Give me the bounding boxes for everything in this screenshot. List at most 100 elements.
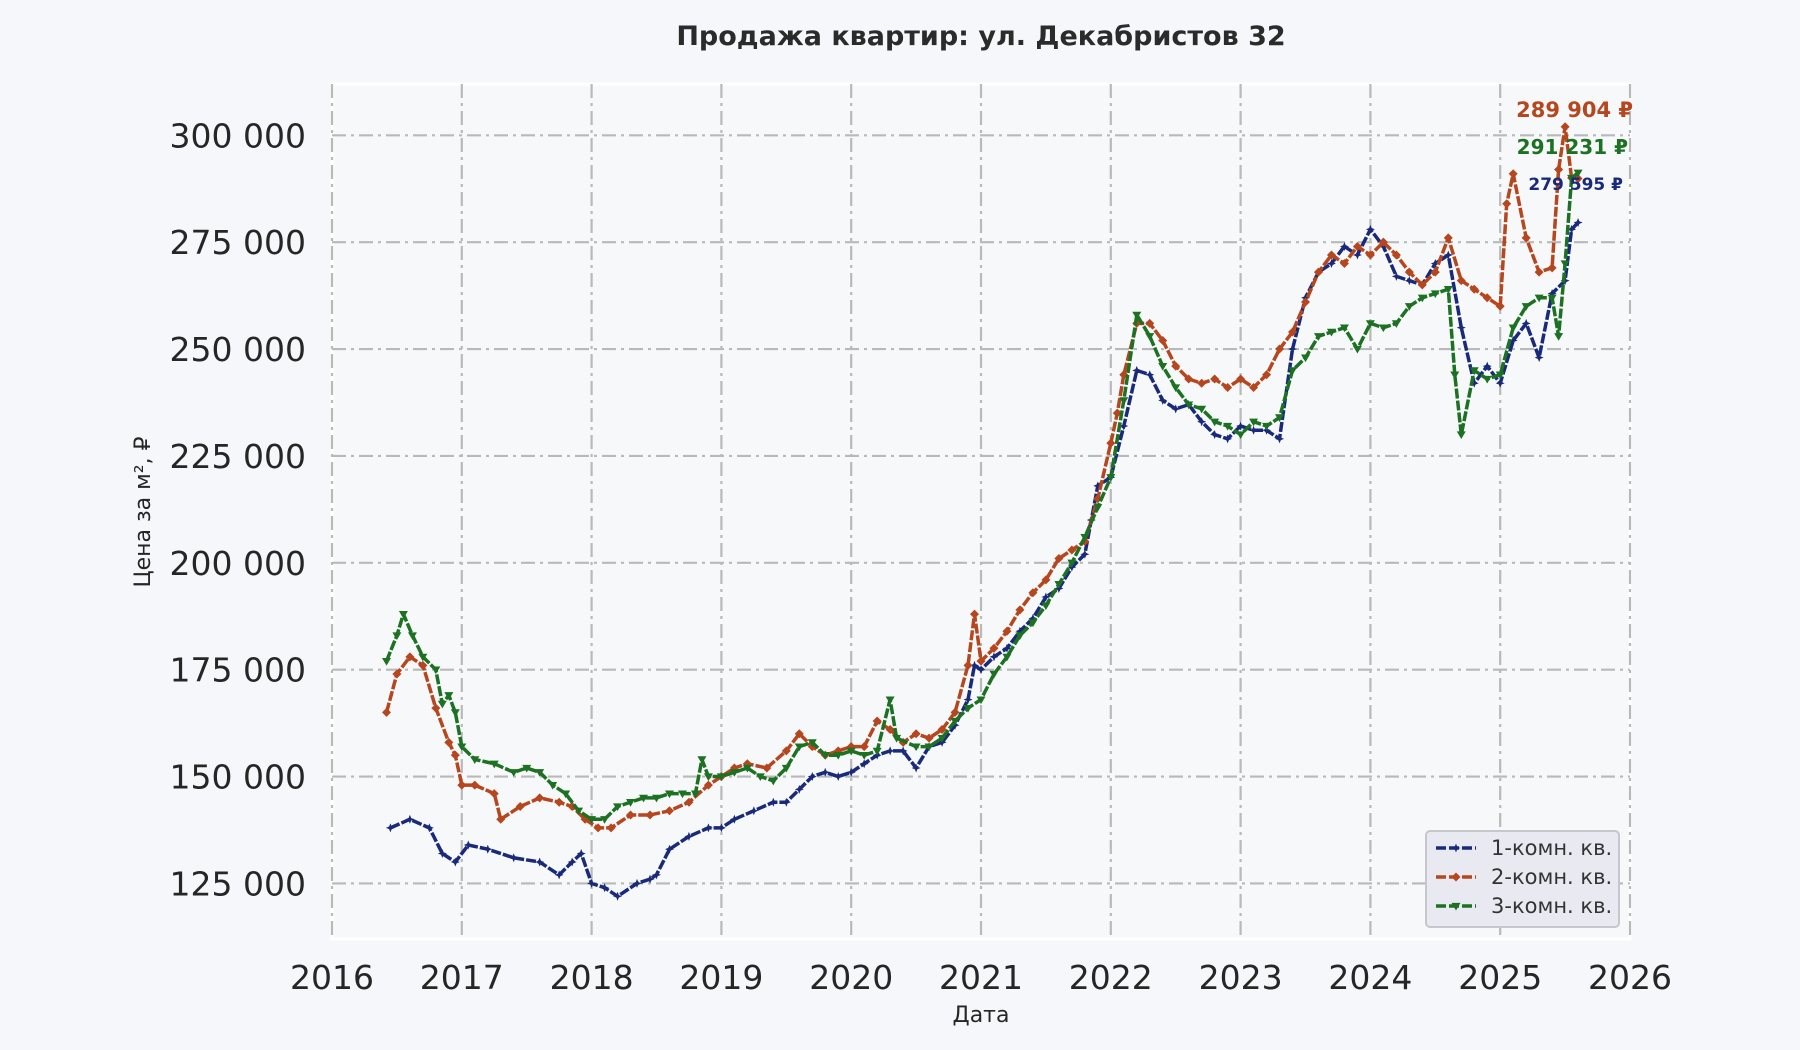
data-point xyxy=(496,814,506,824)
data-point xyxy=(1508,336,1518,345)
y-axis-label: Цена за м², ₽ xyxy=(131,436,156,587)
data-point xyxy=(716,773,726,782)
data-point xyxy=(457,743,467,752)
data-point xyxy=(1456,276,1466,286)
end-labels: 289 904 ₽ 291 231 ₽ 279 595 ₽ xyxy=(1516,98,1633,195)
data-point xyxy=(1028,613,1038,623)
data-point xyxy=(632,878,642,888)
data-point xyxy=(664,844,674,854)
data-point xyxy=(716,823,726,833)
data-point xyxy=(937,734,947,743)
data-point xyxy=(1028,619,1038,628)
data-point xyxy=(1534,294,1544,303)
data-point xyxy=(1158,395,1168,405)
data-point xyxy=(1326,259,1336,269)
legend-item: 3-комн. кв. xyxy=(1436,894,1612,918)
data-point xyxy=(846,767,856,777)
data-point xyxy=(1378,237,1388,247)
data-point xyxy=(576,849,586,858)
legend-item: 2-комн. кв. xyxy=(1436,865,1612,889)
x-tick-label: 2019 xyxy=(679,958,763,997)
data-point xyxy=(1015,605,1025,615)
data-point xyxy=(749,806,759,816)
data-point xyxy=(470,780,480,790)
data-point xyxy=(1547,294,1557,303)
data-point xyxy=(1223,383,1233,393)
data-point xyxy=(1495,371,1505,380)
data-point xyxy=(626,810,636,820)
data-point xyxy=(1339,324,1349,333)
data-point xyxy=(1119,421,1129,431)
data-point xyxy=(382,707,392,717)
data-point xyxy=(626,799,636,807)
data-point xyxy=(382,657,392,666)
data-point xyxy=(463,840,473,850)
end-value-label: 279 595 ₽ xyxy=(1528,175,1623,195)
data-point xyxy=(1417,294,1427,303)
data-point xyxy=(1288,344,1298,354)
data-point xyxy=(1339,259,1349,269)
data-point xyxy=(1054,554,1064,564)
x-tick-label: 2021 xyxy=(939,958,1023,997)
data-point xyxy=(1451,902,1461,911)
data-point xyxy=(885,696,895,705)
data-point xyxy=(1469,378,1479,388)
data-point xyxy=(457,780,467,790)
data-point xyxy=(1502,199,1512,209)
data-point xyxy=(924,733,934,743)
y-tick-label: 125 000 xyxy=(170,864,306,903)
data-point xyxy=(970,609,980,619)
data-point xyxy=(1313,333,1323,341)
x-tick-label: 2024 xyxy=(1328,958,1412,997)
data-point xyxy=(1132,365,1142,375)
data-point xyxy=(729,814,739,824)
data-point xyxy=(898,746,908,756)
data-point xyxy=(697,756,707,764)
data-point xyxy=(450,750,460,760)
data-point xyxy=(1236,374,1246,384)
data-point xyxy=(755,773,765,782)
data-point xyxy=(1067,545,1077,555)
data-point xyxy=(392,632,402,640)
data-point xyxy=(515,801,525,811)
data-point xyxy=(970,660,980,670)
data-point xyxy=(1365,320,1375,328)
data-point xyxy=(885,725,895,735)
data-point xyxy=(1521,233,1531,243)
data-point xyxy=(1002,626,1012,636)
data-point xyxy=(781,746,791,756)
data-point xyxy=(1554,165,1564,174)
x-tick-label: 2020 xyxy=(809,958,893,997)
data-point xyxy=(1508,169,1518,179)
data-point xyxy=(489,760,499,769)
data-point xyxy=(1145,370,1155,380)
y-tick-label: 225 000 xyxy=(170,437,306,476)
data-point xyxy=(385,823,395,833)
data-point xyxy=(1106,474,1116,482)
data-point xyxy=(1567,174,1577,183)
data-point xyxy=(574,807,584,816)
data-point xyxy=(535,769,545,777)
data-point xyxy=(1015,626,1025,636)
data-point xyxy=(1352,345,1362,354)
data-point xyxy=(1482,293,1492,303)
data-point xyxy=(1443,233,1453,243)
y-tick-label: 175 000 xyxy=(170,651,306,690)
data-point xyxy=(1028,588,1038,598)
data-point xyxy=(587,816,597,824)
data-point xyxy=(1184,374,1194,384)
data-point xyxy=(1210,418,1220,427)
x-tick-label: 2023 xyxy=(1199,958,1283,997)
data-point xyxy=(859,759,869,769)
series-layer xyxy=(382,122,1583,901)
data-point xyxy=(639,794,649,803)
data-point xyxy=(613,803,623,811)
series-3 xyxy=(382,169,1583,824)
data-point xyxy=(1352,241,1362,251)
data-point xyxy=(1002,653,1012,662)
data-point xyxy=(781,797,791,807)
data-point xyxy=(989,652,999,662)
data-point xyxy=(846,747,856,756)
legend-item: 1-комн. кв. xyxy=(1436,836,1612,860)
data-point xyxy=(794,729,804,739)
